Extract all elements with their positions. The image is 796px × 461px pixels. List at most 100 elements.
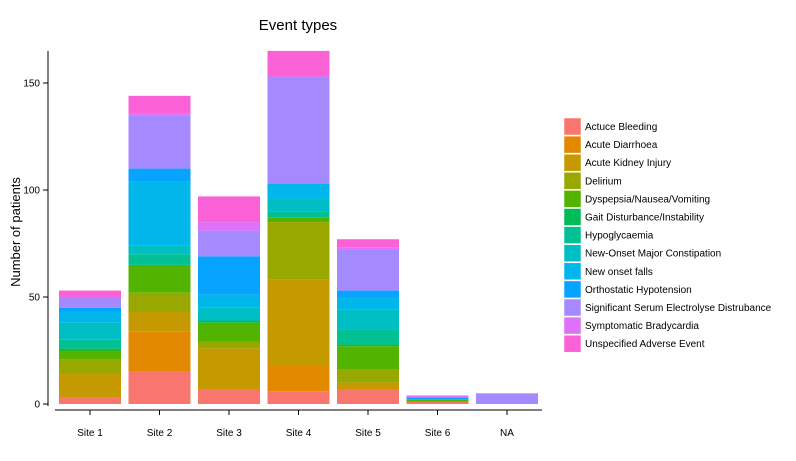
y-tick-label: 0	[34, 400, 40, 411]
legend-label: New onset falls	[585, 267, 653, 278]
legend-swatch	[563, 135, 582, 154]
bar-segment	[406, 397, 469, 400]
legend-item: Orthostatic Hypotension	[563, 280, 692, 299]
bar-segment	[198, 322, 260, 342]
x-tick-label: Site 3	[216, 428, 242, 439]
bar-segment	[406, 401, 469, 404]
bar-segment	[128, 95, 191, 113]
bar-segment	[128, 115, 191, 169]
bar-segment	[267, 391, 330, 404]
legend-label: Dyspepsia/Nausea/Vomiting	[585, 194, 710, 205]
bar-segment	[59, 339, 121, 349]
bar-stack	[59, 290, 121, 404]
bars	[59, 50, 538, 404]
x-axis: Site 1 Site 2 Site 3 Site 4 Site 5 Site 6 NA	[55, 409, 542, 439]
legend-swatch	[563, 334, 582, 353]
bar-segment	[128, 264, 191, 293]
legend-label: Delirium	[585, 176, 622, 187]
y-axis-label: Number of patients	[8, 177, 23, 287]
legend-item: Gait Disturbance/Instability	[563, 208, 704, 226]
bar-segment	[198, 389, 260, 404]
legend-label: Gait Disturbance/Instability	[585, 213, 704, 224]
legend-item: New-Onset Major Constipation	[563, 244, 721, 262]
bar-segment	[198, 307, 260, 321]
bar-stack	[128, 95, 191, 404]
bar-segment	[337, 329, 399, 345]
bar-segment	[337, 344, 399, 347]
bar-segment	[267, 279, 330, 366]
legend-item: Acute Kidney Injury	[563, 153, 671, 172]
bar-segment	[406, 399, 469, 402]
bar-segment	[337, 369, 399, 383]
legend-label: New-Onset Major Constipation	[585, 249, 721, 260]
bar-segment	[198, 294, 260, 308]
bar-segment	[267, 222, 330, 280]
bar-segment	[128, 112, 191, 116]
legend-item: Unspecified Adverse Event	[563, 334, 705, 353]
bar-stack	[267, 50, 330, 404]
bar-segment	[337, 309, 399, 330]
legend-item: Actuce Bleeding	[563, 117, 657, 136]
bar-segment	[406, 395, 469, 398]
y-tick-label: 100	[23, 186, 40, 197]
legend-swatch	[563, 280, 582, 299]
bar-segment	[128, 371, 191, 404]
legend-swatch	[563, 298, 582, 317]
bar-segment	[337, 239, 399, 248]
bar-segment	[198, 341, 260, 349]
bar-segment	[198, 348, 260, 390]
bar-segment	[337, 389, 399, 404]
chart-title: Event types	[259, 17, 337, 34]
legend-label: Symptomatic Bradycardia	[585, 321, 699, 332]
bar-segment	[59, 350, 121, 360]
bar-segment	[59, 290, 121, 297]
x-tick-label: Site 6	[425, 428, 451, 439]
bar-segment	[337, 382, 399, 390]
legend: Actuce Bleeding Acute Diarrhoea Acute Kidn…	[563, 117, 772, 353]
bar-segment	[267, 217, 330, 223]
legend-item: New onset falls	[563, 262, 653, 281]
legend-swatch	[563, 226, 582, 244]
bar-segment	[267, 198, 330, 212]
bar-segment	[267, 365, 330, 392]
bar-stack	[476, 393, 538, 404]
x-tick-label: NA	[500, 428, 514, 439]
bar-segment	[128, 254, 191, 265]
bar-segment	[59, 297, 121, 308]
bar-segment	[128, 181, 191, 246]
bar-segment	[59, 397, 121, 404]
legend-swatch	[563, 262, 582, 281]
bar-segment	[59, 374, 121, 398]
bar-stack	[198, 196, 260, 404]
legend-item: Hypoglycaemia	[563, 226, 654, 244]
bar-segment	[337, 247, 399, 250]
x-tick-label: Site 4	[286, 428, 312, 439]
bar-stack	[337, 239, 399, 404]
legend-item: Dyspepsia/Nausea/Vomiting	[563, 190, 710, 208]
bar-segment	[198, 320, 260, 323]
legend-swatch	[563, 208, 582, 226]
bar-segment	[198, 256, 260, 295]
bar-segment	[337, 290, 399, 297]
legend-label: Acute Diarrhoea	[585, 140, 658, 151]
legend-item: Significant Serum Electrolyse Distrubanc…	[563, 298, 772, 317]
bar-segment	[198, 196, 260, 223]
legend-item: Symptomatic Bradycardia	[563, 316, 699, 335]
bar-segment	[59, 307, 121, 312]
bar-segment	[476, 393, 538, 404]
y-tick-label: 150	[23, 79, 40, 90]
legend-swatch	[563, 316, 582, 335]
bar-segment	[267, 50, 330, 77]
bar-segment	[128, 331, 191, 372]
x-tick-label: Site 2	[147, 428, 173, 439]
bar-segment	[59, 311, 121, 323]
legend-label: Actuce Bleeding	[585, 122, 657, 133]
legend-label: Unspecified Adverse Event	[585, 339, 705, 350]
legend-label: Orthostatic Hypotension	[585, 285, 692, 296]
bar-segment	[337, 346, 399, 370]
legend-swatch	[563, 244, 582, 262]
bar-segment	[198, 230, 260, 257]
bar-segment	[59, 348, 121, 351]
bar-segment	[128, 245, 191, 255]
